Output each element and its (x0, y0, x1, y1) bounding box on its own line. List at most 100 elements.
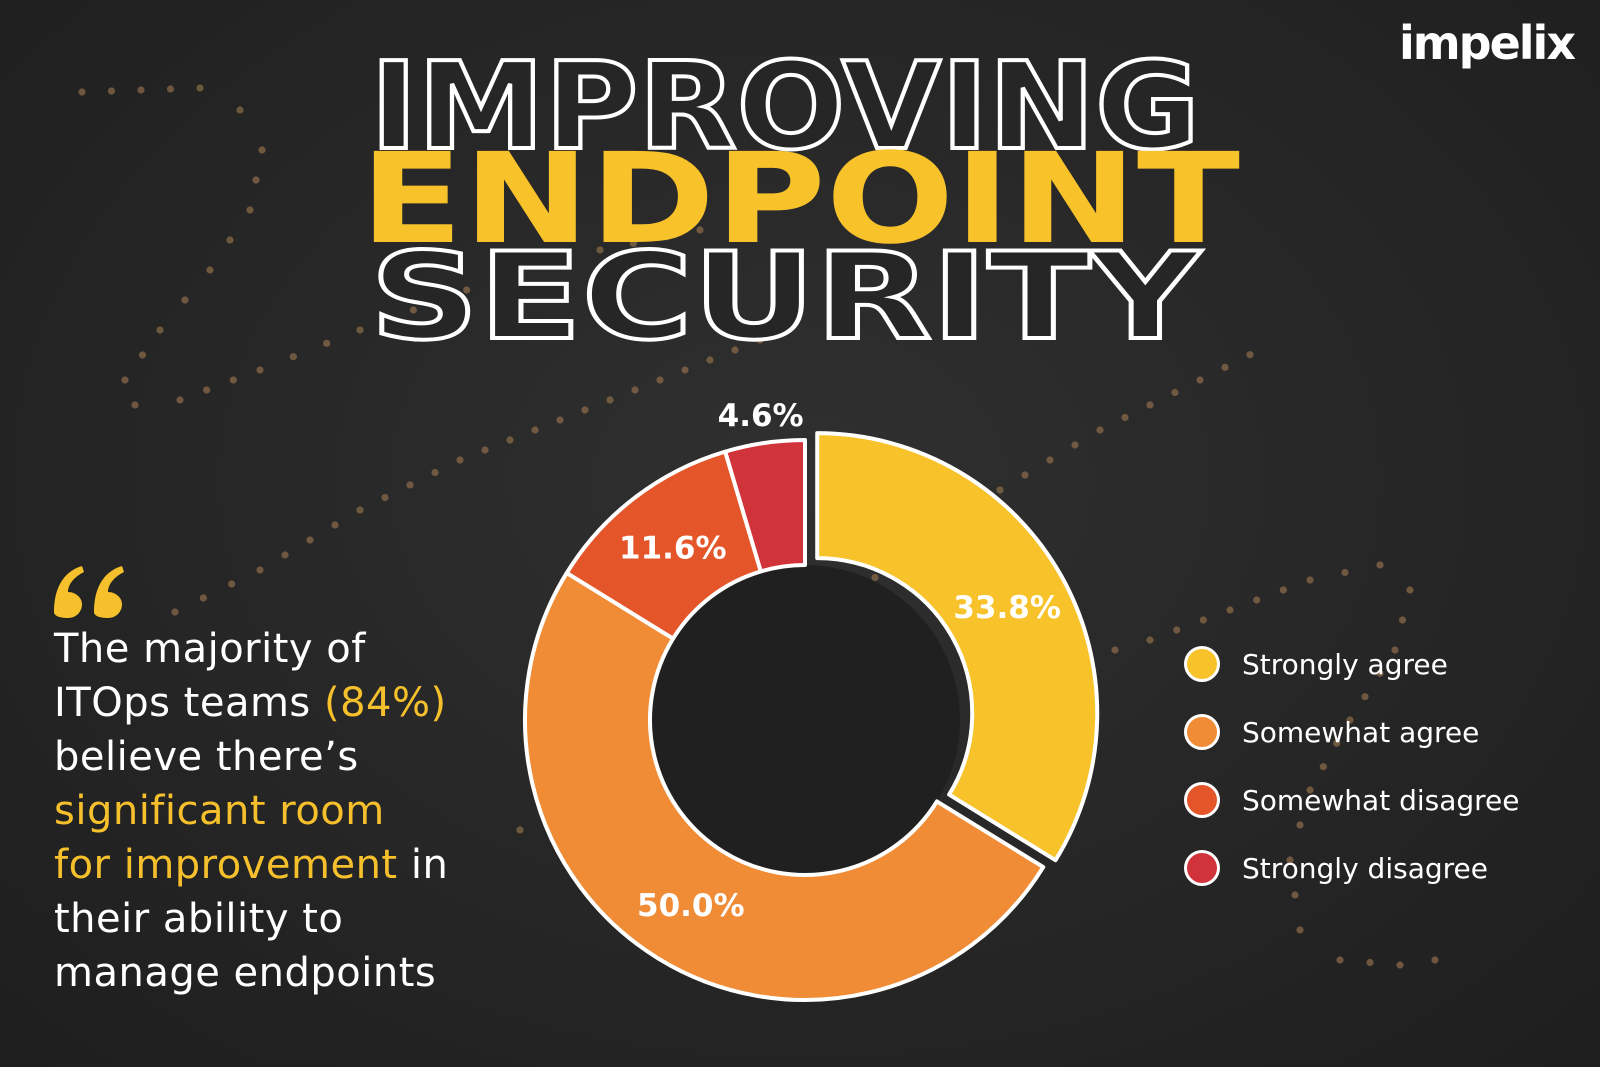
dot (229, 376, 237, 384)
dot (1306, 786, 1314, 794)
dot (156, 326, 164, 334)
title-line-endpoint: ENDPOINT (360, 127, 1240, 272)
quote-text-segment: The majority of (54, 626, 366, 672)
dot (383, 316, 391, 324)
legend-label: Strongly agree (1242, 647, 1448, 681)
dot (1406, 586, 1414, 594)
quote-text-segment: ITOps teams (54, 680, 324, 726)
dot (556, 416, 564, 424)
dot (228, 580, 236, 588)
title-block: IMPROVING SECURITY ENDPOINT (360, 36, 1240, 360)
dot (736, 221, 744, 229)
dot (489, 276, 497, 284)
chart-legend: Strongly agree Somewhat agree Somewhat d… (1184, 630, 1584, 902)
dot (996, 486, 1004, 494)
dot (78, 88, 86, 96)
dot (406, 481, 414, 489)
quote-line: The majority of (54, 622, 524, 676)
dot (409, 306, 417, 314)
dot (138, 351, 147, 359)
dot (681, 366, 689, 374)
dot (556, 256, 564, 264)
label-strongly-agree: 33.8% (953, 590, 1061, 626)
label-somewhat-agree: 50.0% (637, 888, 745, 924)
dot (431, 468, 439, 477)
dot (1096, 426, 1104, 434)
dot (436, 296, 444, 304)
dot (226, 236, 234, 244)
dot (331, 521, 339, 529)
slice-strongly-agree (815, 431, 1100, 863)
dot (176, 396, 184, 404)
dot (166, 85, 175, 93)
legend-swatch (1184, 714, 1220, 750)
dot (1336, 956, 1344, 964)
dot (1253, 596, 1261, 604)
dot (516, 266, 524, 274)
quote-text-segment: believe there’s (54, 734, 359, 780)
dot (1306, 576, 1314, 584)
dot (281, 551, 289, 559)
dot (1376, 561, 1384, 569)
label-strongly-disagree: 4.6% (718, 398, 804, 434)
dot (1199, 616, 1207, 624)
donut-hole (650, 565, 960, 875)
dot (463, 286, 471, 294)
dot (1121, 413, 1129, 422)
legend-label: Somewhat agree (1242, 715, 1480, 749)
label-somewhat-disagree: 11.6% (619, 530, 727, 566)
quote-line: for improvement in (54, 838, 524, 892)
dot (1046, 456, 1054, 464)
dot (246, 206, 254, 214)
quote-text-segment: manage endpoints (54, 950, 437, 996)
dot (1171, 388, 1179, 397)
legend-swatch (1184, 850, 1220, 886)
legend-item-somewhat-agree: Somewhat agree (1184, 698, 1584, 766)
dot (656, 376, 664, 384)
dot (1296, 821, 1304, 829)
dot (289, 353, 297, 361)
dot (1333, 739, 1341, 747)
quote-line: their ability to (54, 892, 524, 946)
dot (1398, 616, 1407, 624)
dot (1279, 586, 1287, 594)
dotted-curve-upper (78, 84, 744, 409)
dot (1366, 958, 1374, 967)
dot (1431, 956, 1439, 964)
dot (1341, 568, 1349, 577)
quote-text: The majority of ITOps teams (84%) believ… (54, 622, 524, 1000)
dot (631, 386, 639, 394)
dot (1376, 669, 1384, 677)
dot (1319, 763, 1327, 771)
legend-item-strongly-disagree: Strongly disagree (1184, 834, 1584, 902)
legend-swatch (1184, 782, 1220, 818)
quote-text-segment: in (397, 842, 449, 888)
dot (731, 346, 739, 354)
legend-item-strongly-agree: Strongly agree (1184, 630, 1584, 698)
dot (236, 106, 244, 114)
dot (1291, 891, 1299, 899)
legend-item-somewhat-disagree: Somewhat disagree (1184, 766, 1584, 834)
dot (1246, 351, 1254, 359)
dot (1146, 401, 1154, 409)
dot (171, 608, 179, 616)
dot (1296, 926, 1304, 934)
slice-somewhat-agree (522, 570, 1046, 1003)
dot (1071, 441, 1079, 449)
dot (1396, 961, 1404, 969)
dot (531, 426, 539, 434)
dot (306, 536, 314, 544)
dot (1146, 636, 1154, 644)
dot (203, 386, 211, 394)
quote-line: manage endpoints (54, 946, 524, 1000)
dot (199, 594, 207, 602)
legend-label: Somewhat disagree (1242, 783, 1520, 817)
impelix-logo: impelix (1398, 16, 1576, 70)
dot (1111, 646, 1119, 654)
dot (1391, 646, 1399, 654)
dot (706, 356, 714, 364)
dot (516, 826, 524, 834)
dot (258, 146, 266, 154)
title-line-improving: IMPROVING (370, 38, 1200, 177)
dot (696, 226, 704, 234)
